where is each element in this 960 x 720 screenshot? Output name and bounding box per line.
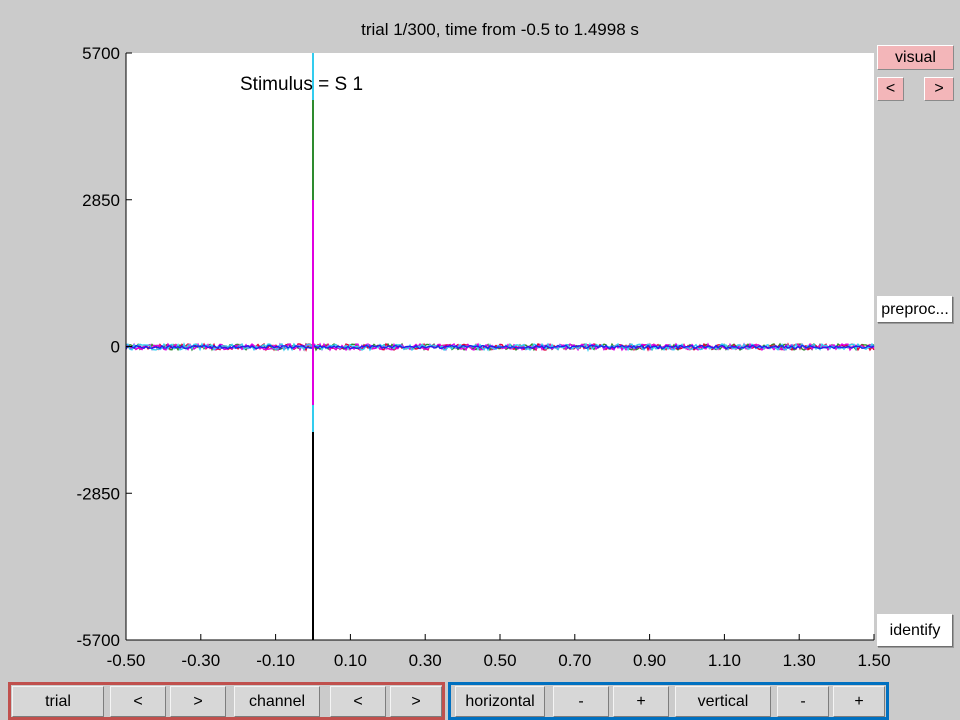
- x-tick-label: -0.50: [107, 651, 146, 670]
- channel-prev-button[interactable]: <: [330, 686, 386, 717]
- y-tick-label: 5700: [82, 44, 120, 63]
- visual-next-button[interactable]: >: [924, 77, 954, 101]
- zoom-group-frame: [448, 682, 889, 720]
- trial-channel-group-frame: [8, 682, 445, 720]
- trial-next-button[interactable]: >: [170, 686, 226, 717]
- y-tick-label: 2850: [82, 191, 120, 210]
- vertical-label-button[interactable]: vertical: [675, 686, 771, 717]
- visual-prev-button[interactable]: <: [877, 77, 904, 101]
- stimulus-annotation: Stimulus = S 1: [240, 74, 363, 95]
- channel-label-button[interactable]: channel: [234, 686, 320, 717]
- y-tick-label: -2850: [77, 484, 120, 503]
- x-tick-label: 1.50: [857, 651, 890, 670]
- x-tick-label: 1.30: [783, 651, 816, 670]
- identify-button[interactable]: identify: [877, 614, 953, 647]
- x-tick-label: 1.10: [708, 651, 741, 670]
- x-tick-label: 0.50: [483, 651, 516, 670]
- x-tick-label: 0.90: [633, 651, 666, 670]
- x-tick-label: -0.30: [181, 651, 220, 670]
- channel-trace: [125, 342, 875, 352]
- visual-button[interactable]: visual: [877, 45, 954, 70]
- x-tick-label: -0.10: [256, 651, 295, 670]
- horizontal-minus-button[interactable]: -: [553, 686, 609, 717]
- horizontal-label-button[interactable]: horizontal: [455, 686, 545, 717]
- vertical-plus-button[interactable]: +: [833, 686, 885, 717]
- channel-trace: [125, 344, 875, 350]
- x-ticks: -0.50 -0.30 -0.10 0.10 0.30 0.50 0.70 0.90 1.10 1…: [107, 634, 891, 670]
- trial-prev-button[interactable]: <: [110, 686, 166, 717]
- plot-title: trial 1/300, time from -0.5 to 1.4998 s: [361, 20, 639, 39]
- eeg-traces: [125, 53, 875, 640]
- trial-label-button[interactable]: trial: [12, 686, 104, 717]
- channel-next-button[interactable]: >: [390, 686, 442, 717]
- x-tick-label: 0.30: [409, 651, 442, 670]
- y-ticks: 5700 2850 0 -2850 -5700: [77, 44, 132, 650]
- vertical-minus-button[interactable]: -: [777, 686, 829, 717]
- x-tick-label: 0.10: [334, 651, 367, 670]
- preproc-button[interactable]: preproc...: [877, 296, 953, 323]
- y-tick-label: -5700: [77, 631, 120, 650]
- y-tick-label: 0: [111, 338, 120, 357]
- horizontal-plus-button[interactable]: +: [613, 686, 669, 717]
- x-tick-label: 0.70: [558, 651, 591, 670]
